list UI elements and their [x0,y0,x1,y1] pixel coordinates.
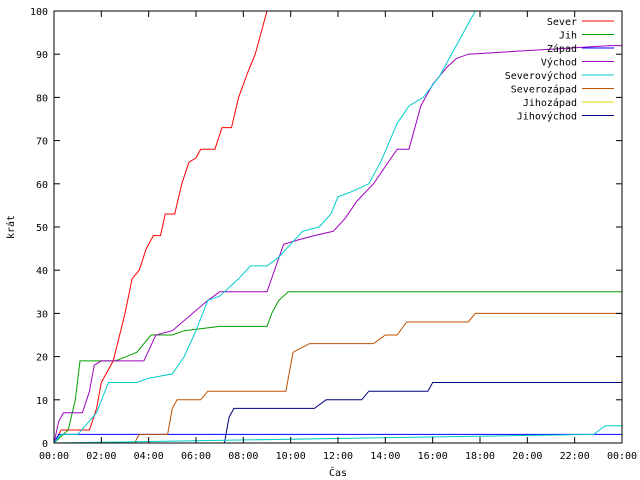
axis-ticks: 0 10 20 30 40 50 60 70 80 90 100 00:00 02:00 04:00 06:… [30,7,637,462]
y-tick-label: 40 [36,266,48,277]
x-tick-label: 10:00 [276,451,306,462]
x-tick-label: 00:00 [607,451,637,462]
x-tick-label: 14:00 [370,451,400,462]
series-line-1 [53,291,622,444]
y-tick-label: 90 [36,50,48,61]
y-tick-label: 0 [42,439,48,450]
x-tick-label: 18:00 [465,451,495,462]
x-tick-label: 12:00 [323,451,353,462]
x-tick-label: 06:00 [181,451,211,462]
x-tick-label: 22:00 [560,451,590,462]
series-line-4 [53,10,476,444]
x-tick-label: 20:00 [512,451,542,462]
legend-label-4: Severovýchod [505,70,577,82]
y-tick-label: 50 [36,223,48,234]
x-axis-label: Čas [329,466,347,479]
y-tick-label: 30 [36,309,48,320]
x-tick-label: 00:00 [39,451,69,462]
legend-label-5: Severozápad [511,84,577,96]
x-tick-label: 04:00 [134,451,164,462]
y-axis-label: krát [5,215,17,239]
legend-label-1: Jih [559,31,577,42]
y-tick-label: 80 [36,93,48,104]
series-line-5 [54,312,622,444]
x-tick-label: 08:00 [228,451,258,462]
y-tick-label: 60 [36,180,48,191]
series-line-0 [53,10,268,444]
legend-label-3: Východ [541,57,577,69]
x-tick-label: 02:00 [86,451,116,462]
y-tick-label: 20 [36,353,48,364]
legend-label-2: Západ [547,43,577,55]
y-tick-label: 100 [30,7,48,18]
plot-series-group [53,10,622,444]
y-tick-label: 10 [36,396,48,407]
x-tick-label: 16:00 [418,451,448,462]
legend-label-7: Jihovýchod [517,111,577,123]
series-line-8 [53,425,622,444]
legend-label-0: Sever [547,17,577,28]
y-tick-label: 70 [36,137,48,148]
legend-label-6: Jihozápad [523,97,577,109]
series-line-7 [54,382,622,444]
